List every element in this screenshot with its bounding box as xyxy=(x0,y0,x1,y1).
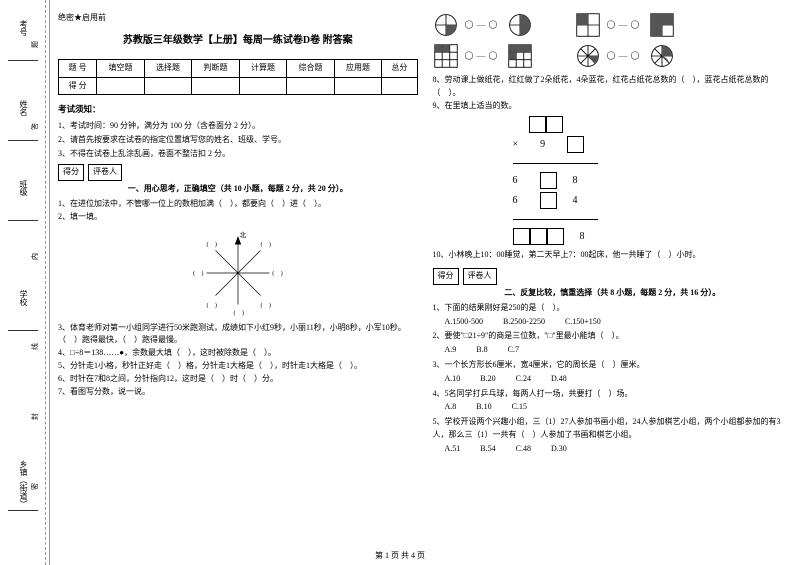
grader-box: 评卷人 xyxy=(463,268,497,285)
margin-rot: 答 xyxy=(30,123,40,130)
fraction-row: 〇―〇 〇―〇 xyxy=(433,12,793,38)
score-box: 得分 xyxy=(58,164,84,181)
opt: A.9 xyxy=(445,344,457,357)
section-head: 二、反复比较，慎重选择（共 8 小题，每题 2 分，共 16 分）。 xyxy=(433,287,793,300)
question: 4、5名同学打乒乓球，每两人打一场，共要打（ ）场。 xyxy=(433,388,793,401)
grader-box: 评卷人 xyxy=(88,164,122,181)
svg-text:( ): ( ) xyxy=(260,241,271,248)
question: 7、看图写分数，说一说。 xyxy=(58,386,418,399)
notice-head: 考试须知： xyxy=(58,103,418,117)
mult-figure: × 9 6 8 6 4 8 xyxy=(513,116,793,245)
margin-label: 学校 xyxy=(18,290,29,306)
opt: A.8 xyxy=(445,401,457,414)
question: 3、体育老师对第一小组同学进行50米跑测试，成绩如下小红9秒，小丽11秒，小明8… xyxy=(58,322,418,348)
margin-label: 班级 xyxy=(18,180,29,196)
exam-title: 苏教版三年级数学【上册】每周一练试卷D卷 附答案 xyxy=(58,33,418,49)
opt: B.20 xyxy=(480,373,495,386)
svg-text:北: 北 xyxy=(240,231,247,239)
opt: A.1500-500 xyxy=(445,316,483,329)
question: 10、小林晚上10：00睡觉，第二天早上7：00起床，他一共睡了（ ）小时。 xyxy=(433,249,793,262)
svg-text:( ): ( ) xyxy=(233,309,244,316)
margin-rot: 内 xyxy=(30,253,40,260)
secret-label: 绝密★启用前 xyxy=(58,12,418,25)
margin-label: 考号 xyxy=(18,20,29,36)
question: 2、填一填。 xyxy=(58,211,418,224)
question: 8、劳动课上做纸花，红红做了2朵纸花，4朵蓝花，红花占纸花总数的（ ），蓝花占纸… xyxy=(433,74,793,100)
opt: B.2500-2250 xyxy=(503,316,545,329)
fraction-row: 〇―〇 〇―〇 xyxy=(433,43,793,69)
opt: C.15 xyxy=(512,401,527,414)
question: 1、在进位加法中，不管哪一位上的数相加满（ ），都要向（ ）进（ ）。 xyxy=(58,198,418,211)
svg-text:( ): ( ) xyxy=(260,302,271,309)
question: 9、在里填上适当的数。 xyxy=(433,100,793,113)
compass-figure: 北 ( ) ( ) ( ) ( ) ( ) ( ) ( ) xyxy=(183,228,293,318)
margin-rot: 题 xyxy=(30,41,40,48)
opt: D.30 xyxy=(551,443,567,456)
svg-text:( ): ( ) xyxy=(206,241,217,248)
margin-rot: 线 xyxy=(30,343,40,350)
opt: D.48 xyxy=(551,373,567,386)
opt: B.10 xyxy=(476,401,491,414)
notice-item: 1、考试时间：90 分钟，满分为 100 分（含卷面分 2 分）。 xyxy=(58,120,418,133)
opt: B.8 xyxy=(476,344,487,357)
opt: A.51 xyxy=(445,443,461,456)
question: 2、要使"□21÷9"的商是三位数，"□"里最小能填（ ）。 xyxy=(433,330,793,343)
margin-label: 姓名 xyxy=(18,100,29,116)
opt: A.10 xyxy=(445,373,461,386)
question: 3、一个长方形长6厘米，宽4厘米，它的周长是（ ）厘米。 xyxy=(433,359,793,372)
margin-rot: 封 xyxy=(30,413,40,420)
notice-item: 3、不得在试卷上乱涂乱画，卷面不整洁扣 2 分。 xyxy=(58,148,418,161)
page-footer: 第 1 页 共 4 页 xyxy=(0,550,800,561)
svg-text:( ): ( ) xyxy=(206,302,217,309)
score-box: 得分 xyxy=(433,268,459,285)
section-head: 一、用心思考，正确填空（共 10 小题，每题 2 分，共 20 分）。 xyxy=(58,183,418,196)
margin-rot: 密 xyxy=(30,483,40,490)
opt: C.24 xyxy=(516,373,531,386)
svg-text:( ): ( ) xyxy=(193,269,204,276)
question: 4、□÷8＝138……●，余数最大填（ ），这时被除数是（ ）。 xyxy=(58,347,418,360)
margin-label: 乡镇（街道） xyxy=(18,460,29,508)
svg-text:( ): ( ) xyxy=(272,269,283,276)
opt: B.54 xyxy=(480,443,495,456)
question: 1、下面的结果刚好是250的是（ ）。 xyxy=(433,302,793,315)
question: 6、时针在7和8之间，分针指向12，这时是（ ）时（ ）分。 xyxy=(58,373,418,386)
question: 5、学校开设两个兴趣小组，三（1）27人参加书画小组，24人参加棋艺小组，两个小… xyxy=(433,416,793,442)
question: 5、分针走1小格，秒针正好走（ ）格，分针走1大格是（ ），时针走1大格是（ ）… xyxy=(58,360,418,373)
opt: C.150+150 xyxy=(565,316,601,329)
score-table: 题 号填空题选择题判断题计算题综合题应用题总分 得 分 xyxy=(58,59,418,96)
notice-item: 2、请首先按要求在试卷的指定位置填写您的姓名、班级、学号。 xyxy=(58,134,418,147)
opt: C.7 xyxy=(508,344,519,357)
opt: C.48 xyxy=(516,443,531,456)
